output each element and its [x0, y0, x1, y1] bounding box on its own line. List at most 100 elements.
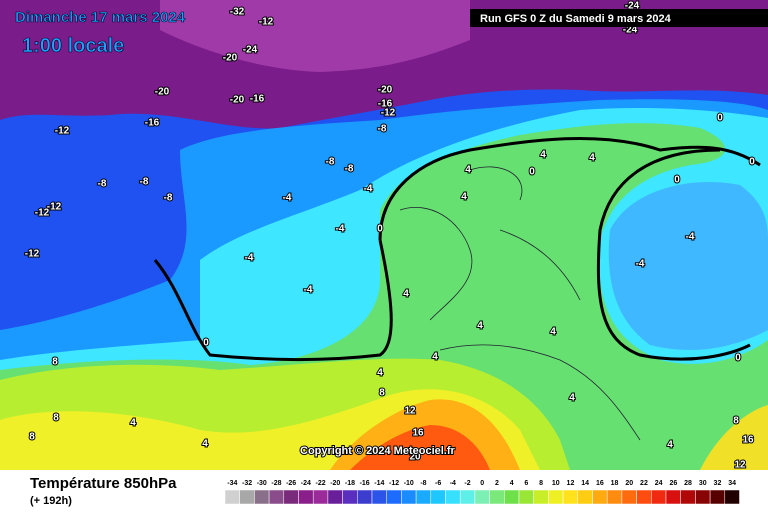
contour-label: -16 [250, 94, 265, 105]
contour-label: 4 [130, 418, 136, 429]
legend-swatch [548, 489, 564, 505]
contour-label: -20 [155, 87, 170, 98]
legend-swatch [459, 489, 476, 505]
legend-label: -4 [450, 480, 456, 487]
legend-swatch [298, 489, 314, 505]
legend-swatch [371, 489, 387, 505]
legend-label: -30 [257, 480, 267, 487]
legend-label: -28 [271, 480, 281, 487]
contour-label: 4 [540, 150, 546, 161]
contour-label: 4 [377, 368, 383, 379]
legend-swatch [357, 489, 373, 505]
contour-label: 20 [409, 452, 421, 463]
legend-label: 16 [596, 480, 604, 487]
legend-swatch [606, 489, 623, 505]
legend-label: -10 [404, 480, 414, 487]
legend-swatch [577, 489, 593, 505]
legend-swatch [562, 489, 579, 505]
legend-label: 26 [669, 480, 677, 487]
east-cold [608, 182, 768, 350]
legend-label: 12 [567, 480, 575, 487]
color-legend: -34 -32 -30 -28 -26 -24 -22 -20 -18 -16 -14 -12 -10-… [224, 480, 740, 505]
legend-swatch [504, 489, 520, 505]
run-info: Run GFS 0 Z du Samedi 9 mars 2024 [480, 13, 672, 25]
legend-swatch [489, 489, 505, 505]
legend-swatch [533, 489, 549, 505]
legend-label: -14 [374, 480, 384, 487]
legend-swatch [592, 489, 608, 505]
footer-title: Température 850hPa [30, 475, 177, 492]
contour-label: -20 [378, 85, 393, 96]
contour-label: 4 [589, 153, 595, 164]
contour-label: -20 [230, 95, 245, 106]
legend-swatch [283, 489, 299, 505]
legend-label: 22 [640, 480, 648, 487]
legend-swatch [665, 489, 681, 505]
contour-label: -12 [25, 249, 40, 260]
legend-swatch [724, 489, 740, 505]
legend-swatch [621, 489, 637, 505]
contour-label: -8 [345, 164, 354, 175]
contour-label: -4 [245, 253, 254, 264]
contour-label: -8 [326, 157, 335, 168]
legend-label: -8 [420, 480, 426, 487]
contour-label: 0 [674, 175, 680, 186]
legend-label: 18 [611, 480, 619, 487]
legend-label: 6 [524, 480, 528, 487]
contour-label: 8 [733, 416, 739, 427]
contour-label: 8 [379, 388, 385, 399]
legend-label: 2 [495, 480, 499, 487]
zero-isotherm [153, 136, 761, 362]
map-date: Dimanche 17 mars 2024 [15, 9, 186, 26]
contour-label: -12 [381, 108, 396, 119]
run-box [470, 9, 768, 27]
legend-swatch [268, 489, 285, 505]
legend-swatch [518, 489, 534, 505]
contour-label: 4 [403, 289, 409, 300]
contour-label: 4 [569, 393, 575, 404]
legend-label: -2 [464, 480, 470, 487]
legend-label: -18 [345, 480, 355, 487]
contour-label: 0 [377, 224, 383, 235]
footer-subtitle: (+ 192h) [30, 495, 72, 507]
legend-label: 30 [699, 480, 707, 487]
contour-label: 4 [477, 321, 483, 332]
contour-label: -16 [378, 99, 393, 110]
legend-label: 32 [714, 480, 722, 487]
contour-label: 0 [203, 338, 209, 349]
legend-label: -6 [435, 480, 441, 487]
contour-label: -4 [686, 232, 695, 243]
contour-label: 12 [404, 406, 416, 417]
contour-label: -12 [35, 208, 50, 219]
contour-label: -4 [304, 285, 313, 296]
legend-swatch [386, 489, 402, 505]
legend-label: 14 [581, 480, 589, 487]
contour-label: 0 [529, 167, 535, 178]
contour-label: 8 [53, 413, 59, 424]
contour-label: -8 [98, 179, 107, 190]
contour-label: 4 [202, 439, 208, 450]
contour-label: 0 [735, 353, 741, 364]
legend-swatch [401, 489, 417, 505]
legend-label: 24 [655, 480, 663, 487]
legend-label: -32 [242, 480, 252, 487]
legend-label: 8 [539, 480, 543, 487]
legend-swatch [312, 489, 329, 505]
contour-label: -12 [259, 17, 274, 28]
contour-label: 4 [550, 327, 556, 338]
contour-label: 4 [432, 352, 438, 363]
legend-label: 20 [625, 480, 633, 487]
contour-label: 4 [667, 440, 673, 451]
legend-label: 4 [510, 480, 514, 487]
cold-core [160, 0, 470, 72]
contour-label: -12 [47, 202, 62, 213]
legend-label: -26 [286, 480, 296, 487]
legend-swatch [342, 489, 358, 505]
legend-label: -12 [389, 480, 399, 487]
legend-swatch [415, 489, 432, 505]
contour-label: 4 [465, 165, 471, 176]
legend-label: 28 [684, 480, 692, 487]
contour-label: -24 [243, 45, 258, 56]
contour-label: 8 [52, 357, 58, 368]
